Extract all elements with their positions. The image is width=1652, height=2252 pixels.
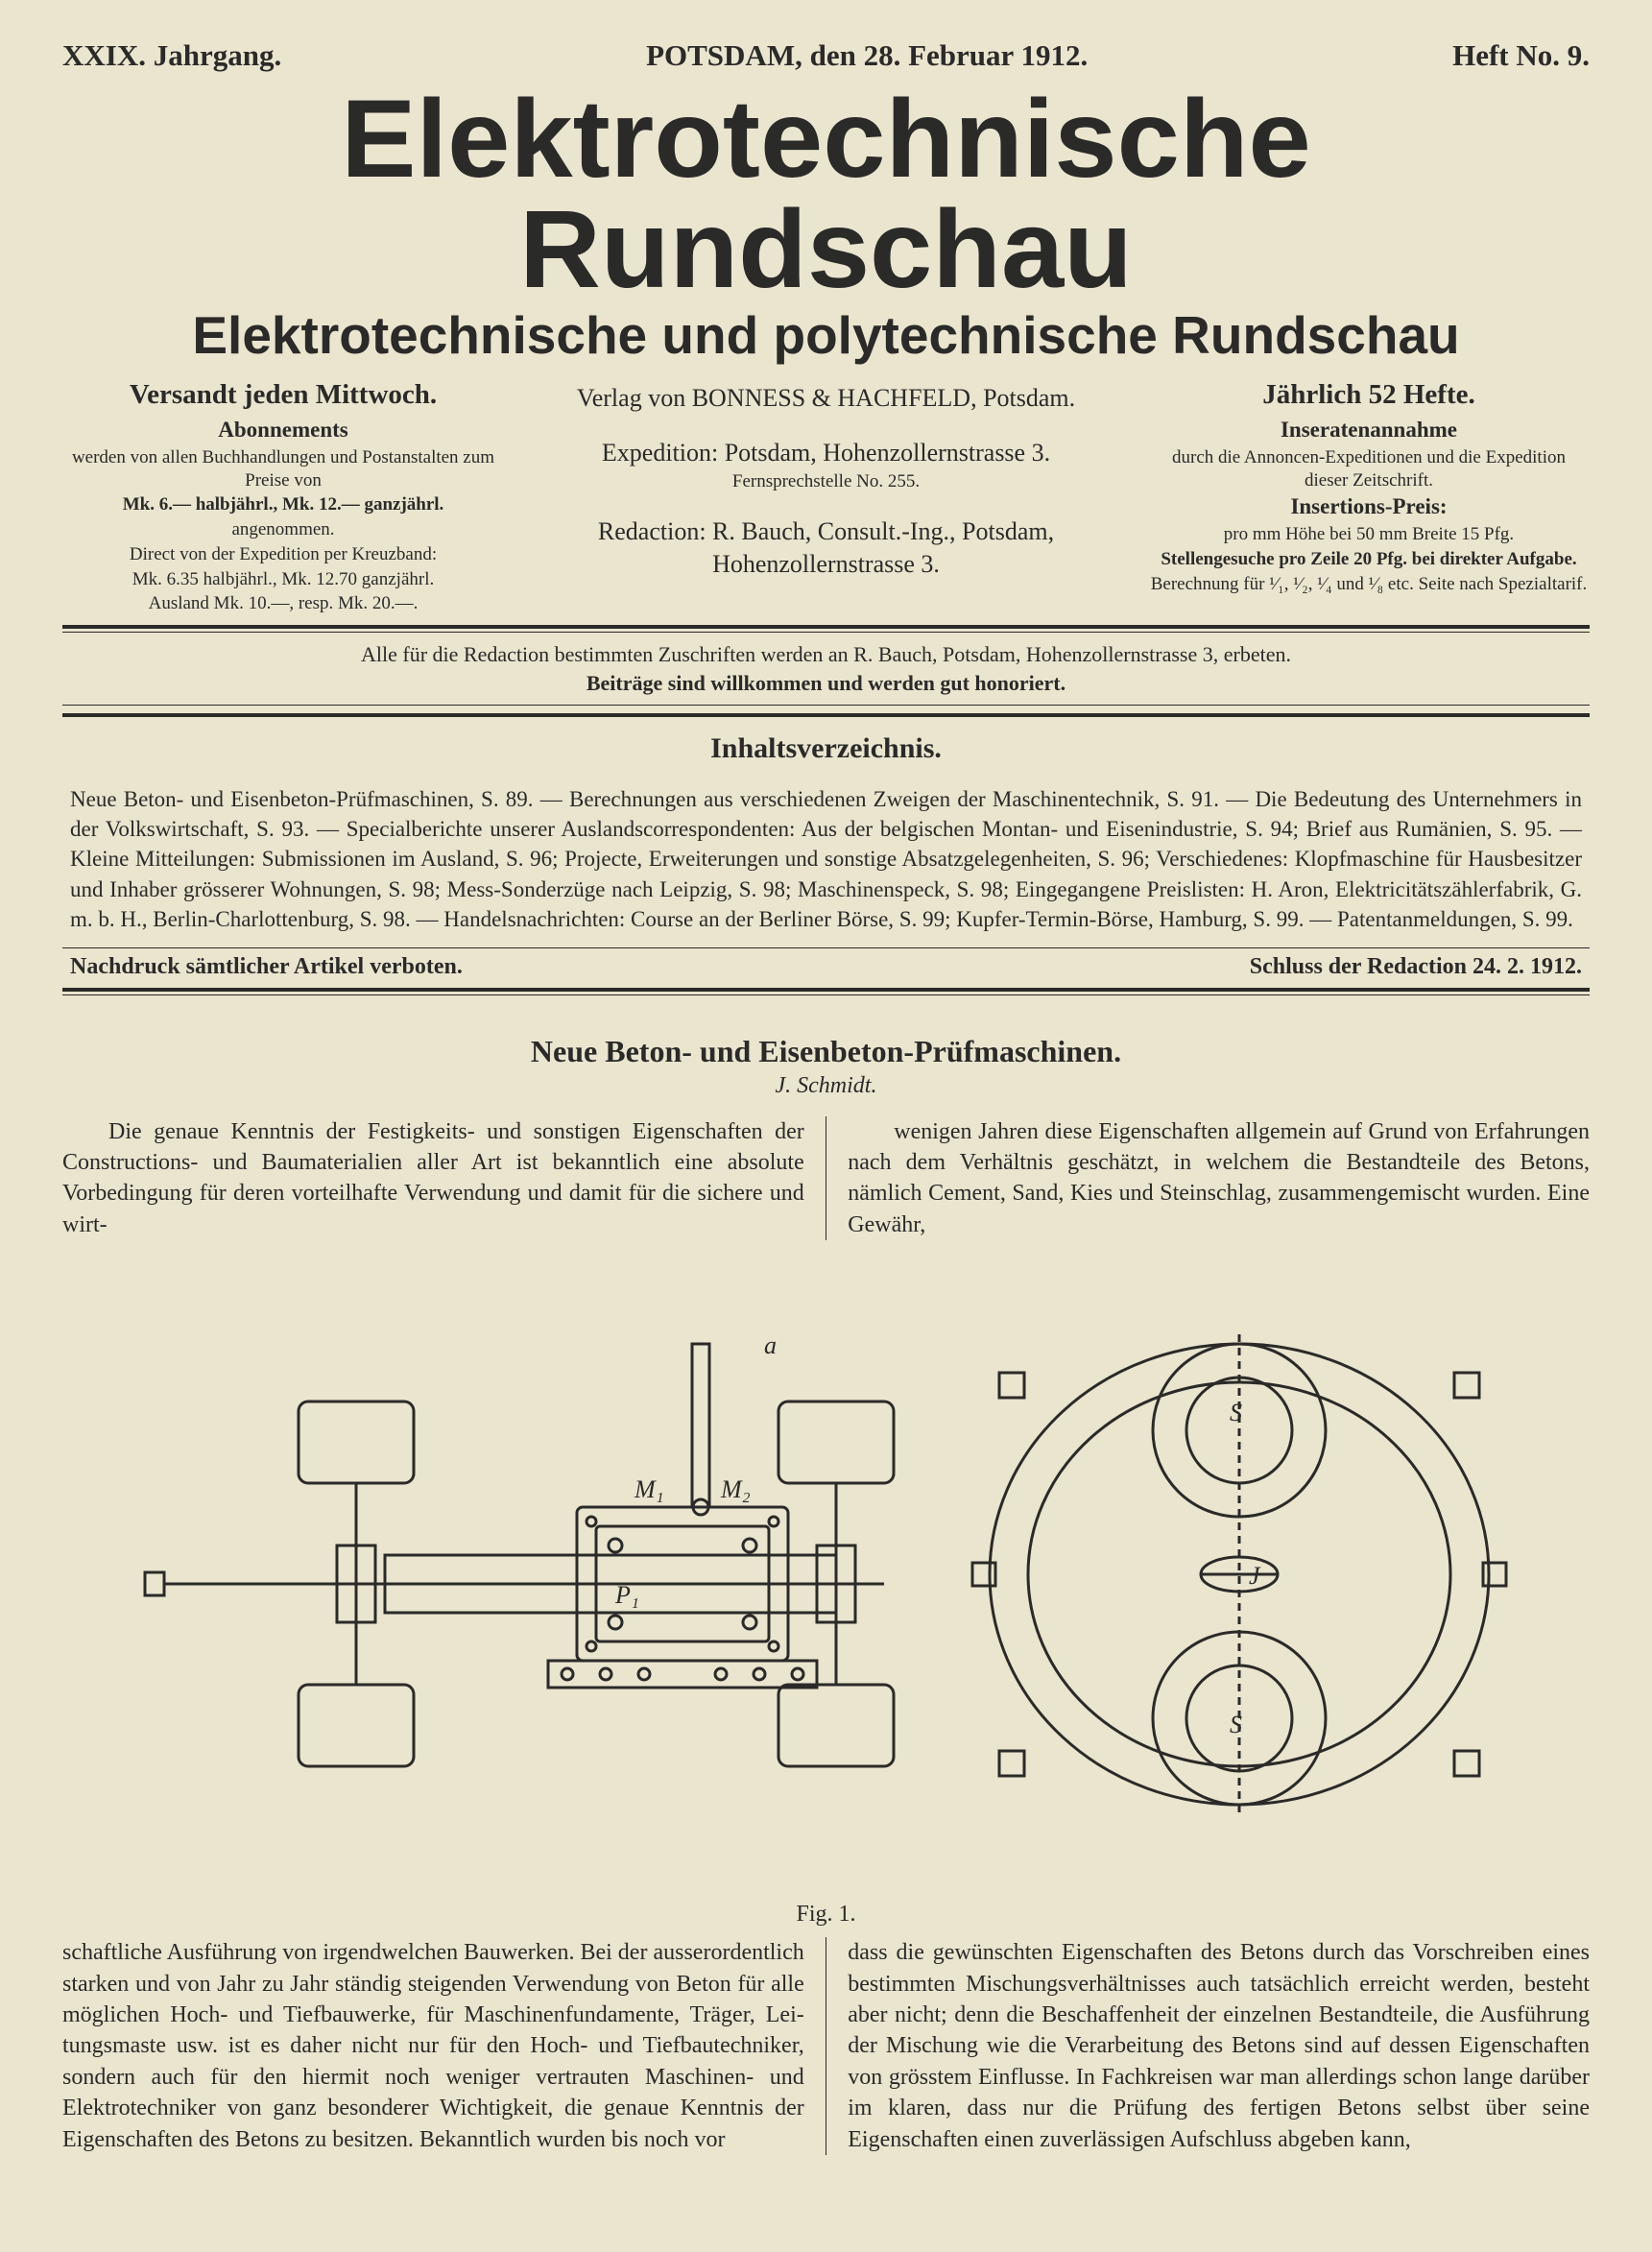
col1-top-p: Die genaue Kenntnis der Festigkeits- und… [62, 1116, 804, 1241]
info-left-sub1: Abonnements [62, 417, 504, 444]
info-right-headline: Jährlich 52 Hefte. [1148, 379, 1590, 411]
info-left-headline: Versandt jeden Mittwoch. [62, 379, 504, 411]
info-left-line6: Ausland Mk. 10.—, resp. Mk. 20.—. [62, 592, 504, 615]
article-author: J. Schmidt. [62, 1073, 1590, 1099]
info-mid-fernspr: Fernsprechstelle No. 255. [523, 470, 1129, 493]
toc-heading: Inhaltsverzeichnis. [62, 732, 1590, 765]
column-separator-bottom [826, 1937, 827, 2155]
info-left: Versandt jeden Mittwoch. Abonnements wer… [62, 379, 504, 617]
article-title: Neue Beton- und Eisenbeton-Prüfmaschinen… [62, 1034, 1590, 1069]
col1-bottom-p: schaftliche Ausführung von irgendwelchen… [62, 1937, 804, 2155]
col2-bottom: dass die gewünschten Eigenschaften des B… [848, 1937, 1590, 2155]
place-date: POTSDAM, den 28. Februar 1912. [646, 38, 1088, 73]
masthead-subtitle: Elektrotechnische und polytechnische Run… [62, 309, 1590, 362]
info-left-line5: Mk. 6.35 halbjährl., Mk. 12.70 ganzjährl… [62, 568, 504, 591]
columns-top: Die genaue Kenntnis der Festigkeits- und… [62, 1116, 1590, 1241]
info-right-line1: durch die Annoncen-Expeditionen und die … [1148, 446, 1590, 492]
editorial-line1: Alle für die Redaction bestimmten Zuschr… [361, 642, 1291, 666]
info-left-line3: angenommen. [62, 518, 504, 541]
info-right: Jährlich 52 Hefte. Inseratenannahme durc… [1148, 379, 1590, 617]
info-right-line2: pro mm Höhe bei 50 mm Breite 15 Pfg. [1148, 523, 1590, 546]
columns-bottom: schaftliche Ausführung von irgendwelchen… [62, 1937, 1590, 2155]
rule-4b [62, 994, 1590, 995]
info-left-line1: werden von allen Buchhandlungen und Post… [62, 446, 504, 492]
svg-text:S: S [1230, 1399, 1242, 1426]
info-row: Versandt jeden Mittwoch. Abonnements wer… [62, 379, 1590, 617]
info-right-line3: Stellengesuche pro Zeile 20 Pfg. bei dir… [1148, 548, 1590, 571]
rule-3 [62, 947, 1590, 948]
info-left-line2: Mk. 6.— halbjährl., Mk. 12.— ganzjährl. [62, 493, 504, 516]
svg-text:P₁: P₁ [614, 1581, 639, 1609]
journal-page: XXIX. Jahrgang. POTSDAM, den 28. Februar… [0, 0, 1652, 2252]
info-mid: Verlag von BONNESS & HACHFELD, Potsdam. … [523, 379, 1129, 617]
rule-2a [62, 705, 1590, 706]
editorial-note: Alle für die Redaction bestimmten Zuschr… [62, 640, 1590, 697]
info-right-sub1: Inseratenannahme [1148, 417, 1590, 444]
figure-1: a M₁ M₂ P₁ S S J Fig. 1. [62, 1258, 1590, 1928]
rule-2 [62, 713, 1590, 717]
info-right-sub2: Insertions-Preis: [1148, 493, 1590, 521]
toc-foot-left: Nachdruck sämtlicher Artikel verboten. [70, 954, 463, 980]
col2-top-p: wenigen Jahren diese Eigenschaften allge… [848, 1116, 1590, 1241]
rule-1 [62, 625, 1590, 629]
heft-number: Heft No. 9. [1452, 38, 1590, 73]
toc-foot: Nachdruck sämtlicher Artikel verboten. S… [70, 954, 1582, 980]
svg-text:S: S [1230, 1711, 1242, 1738]
info-mid-redaction2: Hohenzollernstrasse 3. [523, 549, 1129, 581]
info-mid-expedition: Expedition: Potsdam, Hohenzollernstrasse… [523, 438, 1129, 469]
info-left-line4: Direct von der Expedition per Kreuzband: [62, 543, 504, 566]
column-separator-top [826, 1116, 827, 1241]
col2-bottom-p: dass die gewünschten Eigenschaften des B… [848, 1937, 1590, 2155]
info-mid-redaction1: Redaction: R. Bauch, Consult.-Ing., Pots… [523, 516, 1129, 548]
svg-text:M₁: M₁ [634, 1475, 664, 1503]
masthead-title: Elektrotechnische Rundschau [47, 84, 1605, 305]
col1-bottom: schaftliche Ausführung von irgendwelchen… [62, 1937, 804, 2155]
col2-top: wenigen Jahren diese Eigenschaften allge… [848, 1116, 1590, 1241]
rule-1b [62, 632, 1590, 633]
figure-1-svg: a M₁ M₂ P₁ S S J [97, 1258, 1556, 1891]
rule-4 [62, 988, 1590, 992]
top-line: XXIX. Jahrgang. POTSDAM, den 28. Februar… [62, 38, 1590, 73]
svg-text:J: J [1249, 1562, 1261, 1590]
editorial-line2: Beiträge sind willkommen und werden gut … [587, 671, 1065, 695]
jahrgang: XXIX. Jahrgang. [62, 38, 281, 73]
figure-1-caption: Fig. 1. [62, 1902, 1590, 1928]
svg-text:a: a [764, 1331, 777, 1359]
toc-foot-right: Schluss der Redaction 24. 2. 1912. [1250, 954, 1582, 980]
svg-text:M₂: M₂ [720, 1475, 751, 1503]
col1-top: Die genaue Kenntnis der Festigkeits- und… [62, 1116, 804, 1241]
toc-body: Neue Beton- und Eisenbeton-Prüfmaschinen… [70, 784, 1582, 933]
info-mid-verlag: Verlag von BONNESS & HACHFELD, Potsdam. [523, 383, 1129, 415]
info-right-line4: Berechnung für ¹⁄₁, ¹⁄₂, ¹⁄₄ und ¹⁄₈ etc… [1148, 573, 1590, 596]
